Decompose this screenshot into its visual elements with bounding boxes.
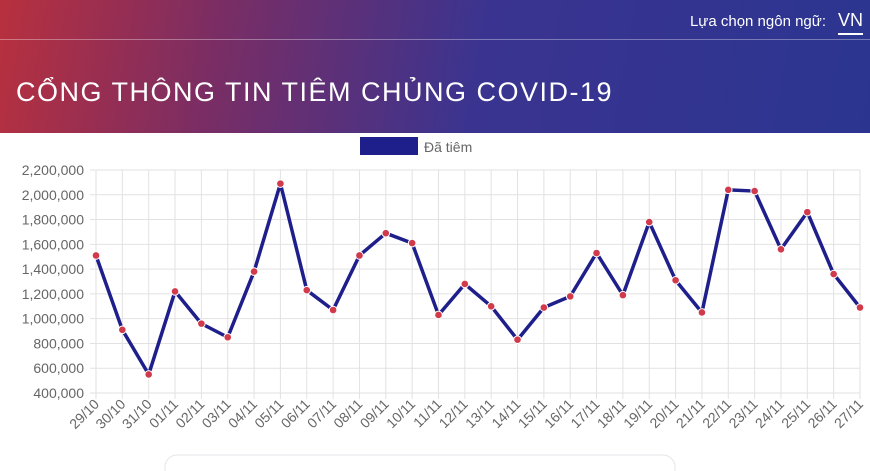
point <box>91 251 101 260</box>
point <box>355 251 364 260</box>
top-bar: Lựa chọn ngôn ngữ: VN <box>0 0 870 40</box>
line <box>94 181 862 377</box>
point <box>170 287 180 296</box>
point <box>618 290 628 300</box>
y-tick-label: 1,200,000 <box>22 286 84 302</box>
point <box>592 248 601 258</box>
point <box>381 228 391 238</box>
point <box>144 370 153 379</box>
point <box>407 238 417 248</box>
point <box>302 285 312 295</box>
y-tick-label: 800,000 <box>33 335 84 351</box>
language-label: Lựa chọn ngôn ngữ: <box>689 13 826 30</box>
point <box>118 325 127 335</box>
point <box>565 292 575 301</box>
language-selector[interactable]: VN <box>837 10 863 35</box>
point <box>829 269 838 279</box>
y-tick-label: 1,000,000 <box>22 311 84 327</box>
point <box>539 303 549 312</box>
y-tick-label: 400,000 <box>33 385 84 401</box>
point <box>750 186 759 196</box>
point <box>723 185 733 195</box>
chart: 400,000 600,000 800,000 1,000,000 1,200,000 1… <box>0 133 870 471</box>
header: Lựa chọn ngôn ngữ: VN CỔNG THÔNG TIN TIÊ… <box>0 0 870 133</box>
legend-swatch[interactable] <box>360 137 418 155</box>
legend-label: Đã tiêm <box>424 139 472 155</box>
point <box>776 244 786 254</box>
point <box>803 207 812 217</box>
point <box>249 267 259 276</box>
point <box>328 305 338 315</box>
point <box>513 335 522 345</box>
y-tick-label: 1,400,000 <box>22 261 84 277</box>
point <box>855 303 865 312</box>
point <box>223 332 233 342</box>
y-tick-label: 600,000 <box>33 360 84 376</box>
page-title: CỔNG THÔNG TIN TIÊM CHỦNG COVID-19 <box>16 77 614 107</box>
point <box>697 308 707 317</box>
point <box>197 319 206 328</box>
point <box>486 301 496 311</box>
y-tick-label: 2,000,000 <box>22 187 84 203</box>
point <box>434 310 443 320</box>
y-tick-label: 1,800,000 <box>22 212 84 228</box>
point <box>460 279 470 289</box>
point <box>276 179 285 188</box>
point <box>671 275 680 285</box>
point <box>644 217 654 227</box>
card <box>164 454 676 471</box>
y-tick-label: 1,600,000 <box>22 236 84 252</box>
y-tick-label: 2,200,000 <box>22 162 84 178</box>
